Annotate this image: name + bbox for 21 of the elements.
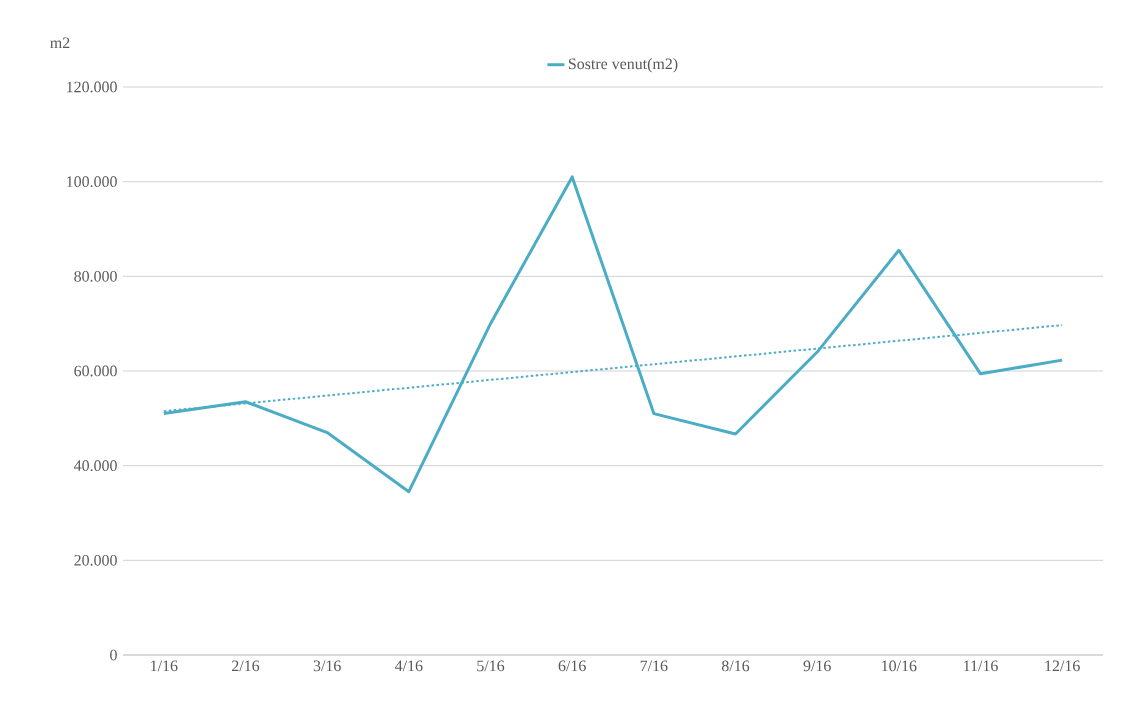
y-tick-label: 60.000	[74, 365, 117, 377]
x-tick-label: 11/16	[964, 660, 998, 672]
y-axis-title: m2	[50, 37, 70, 48]
y-tick-label: 0	[110, 649, 117, 661]
x-tick-label: 2/16	[232, 660, 260, 672]
x-tick-label: 9/16	[803, 660, 831, 672]
x-tick-label: 7/16	[640, 660, 668, 672]
x-tick-label: 1/16	[151, 660, 178, 672]
x-tick-label: 6/16	[558, 660, 586, 672]
y-tick-label: 100.000	[67, 176, 117, 188]
x-tick-label: 4/16	[394, 660, 423, 672]
y-tick-label: 120.000	[67, 81, 117, 93]
x-tick-label: 8/16	[721, 660, 750, 672]
x-tick-label: 3/16	[313, 660, 341, 672]
legend-label: Sostre venut(m2)	[568, 57, 678, 73]
y-tick-label: 20.000	[74, 554, 117, 566]
y-tick-label: 80.000	[74, 270, 117, 282]
y-tick-label: 40.000	[73, 460, 117, 472]
x-tick-label: 10/16	[882, 660, 917, 672]
x-tick-label: 5/16	[477, 660, 505, 672]
x-tick-label: 12/16	[1045, 660, 1080, 672]
